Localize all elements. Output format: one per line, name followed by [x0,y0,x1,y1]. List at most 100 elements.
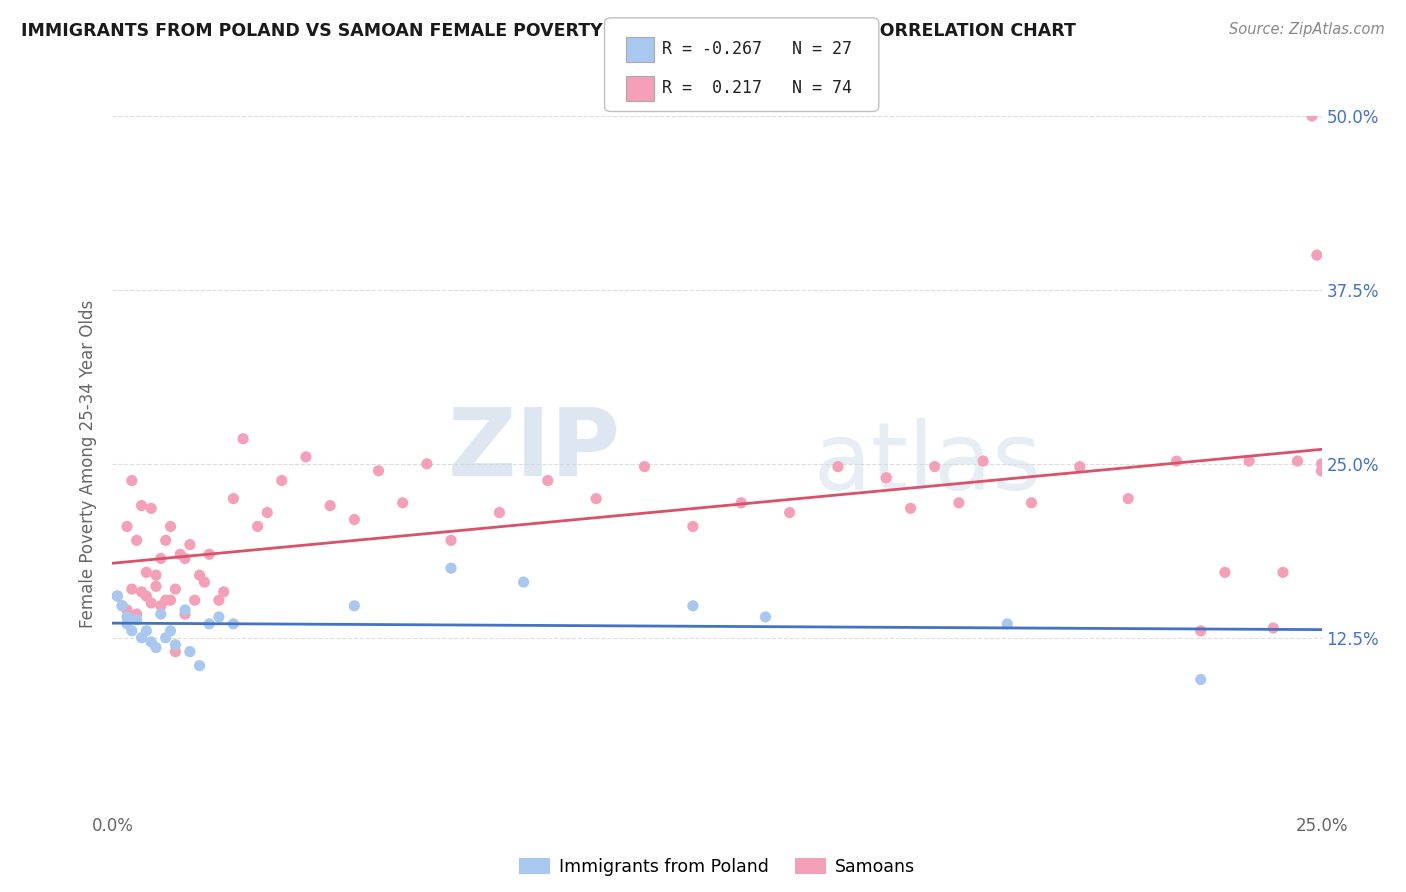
Point [155,533,177,548]
Point [440,533,463,548]
Legend: Immigrants from Poland, Samoans: Immigrants from Poland, Samoans [512,851,922,883]
Point [343,512,366,526]
Point [208,610,231,624]
Point [1310,457,1333,471]
Point [121,582,143,596]
Point [754,610,776,624]
Point [198,547,221,561]
Point [188,658,211,673]
Point [115,616,138,631]
Point [183,593,205,607]
Point [730,496,752,510]
Point [948,496,970,510]
Point [149,607,172,621]
Point [779,506,801,520]
Point [115,610,138,624]
Point [1237,454,1260,468]
Point [343,599,366,613]
Point [145,568,167,582]
Point [1116,491,1139,506]
Text: atlas: atlas [814,417,1042,510]
Point [1310,464,1333,478]
Point [141,501,163,516]
Point [391,496,413,510]
Point [1306,248,1329,262]
Text: ZIP: ZIP [447,404,620,496]
Point [111,599,134,613]
Point [174,603,197,617]
Point [270,474,292,488]
Point [165,638,187,652]
Point [682,599,704,613]
Point [188,568,211,582]
Point [212,585,235,599]
Text: R =  0.217   N = 74: R = 0.217 N = 74 [662,79,852,97]
Point [135,624,157,638]
Point [179,645,201,659]
Point [149,599,172,613]
Point [208,593,231,607]
Point [488,506,510,520]
Point [174,551,197,566]
Point [198,616,221,631]
Point [1263,621,1285,635]
Point [179,537,201,551]
Point [125,533,148,548]
Point [165,645,187,659]
Point [149,551,172,566]
Point [135,566,157,580]
Y-axis label: Female Poverty Among 25-34 Year Olds: Female Poverty Among 25-34 Year Olds [79,300,97,628]
Point [155,593,177,607]
Point [1189,673,1212,687]
Point [174,607,197,621]
Point [145,579,167,593]
Point [169,547,191,561]
Point [440,561,463,575]
Point [125,613,148,627]
Point [115,603,138,617]
Point [246,519,269,533]
Point [633,459,655,474]
Text: Source: ZipAtlas.com: Source: ZipAtlas.com [1229,22,1385,37]
Point [159,624,181,638]
Point [995,616,1018,631]
Point [367,464,389,478]
Point [924,459,946,474]
Text: IMMIGRANTS FROM POLAND VS SAMOAN FEMALE POVERTY AMONG 25-34 YEAR OLDS CORRELATIO: IMMIGRANTS FROM POLAND VS SAMOAN FEMALE … [21,22,1076,40]
Point [131,499,153,513]
Point [222,491,245,506]
Point [1271,566,1294,580]
Point [222,616,245,631]
Point [165,582,187,596]
Point [512,575,534,590]
Point [875,471,897,485]
Point [295,450,318,464]
Point [585,491,607,506]
Point [125,607,148,621]
Point [105,589,128,603]
Point [1021,496,1043,510]
Point [193,575,215,590]
Point [159,519,181,533]
Text: R = -0.267   N = 27: R = -0.267 N = 27 [662,40,852,58]
Point [159,593,181,607]
Point [1213,566,1236,580]
Point [131,631,153,645]
Point [900,501,922,516]
Point [1166,454,1188,468]
Point [319,499,342,513]
Point [115,519,138,533]
Point [141,635,163,649]
Point [1189,624,1212,638]
Point [121,474,143,488]
Point [682,519,704,533]
Point [131,585,153,599]
Point [1310,464,1333,478]
Point [537,474,560,488]
Point [416,457,439,471]
Point [232,432,254,446]
Point [111,599,134,613]
Point [1301,109,1323,123]
Point [827,459,849,474]
Point [145,640,167,655]
